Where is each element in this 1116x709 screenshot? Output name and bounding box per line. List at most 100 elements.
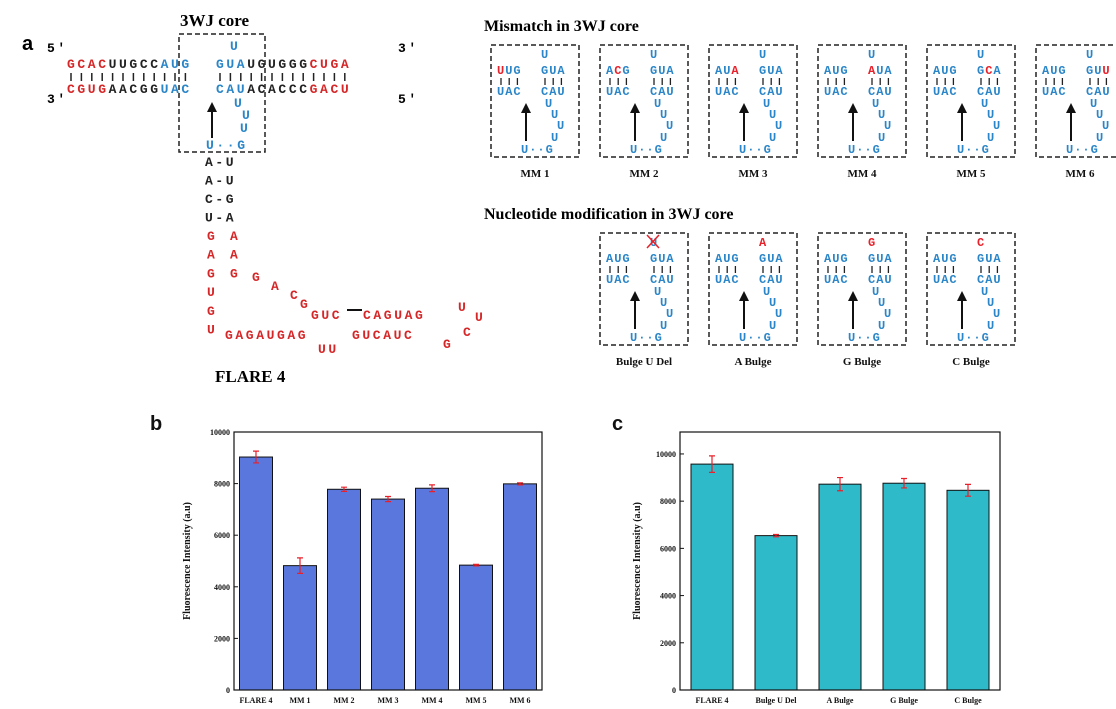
nucleotide: G: [252, 270, 262, 285]
sequence: CAUACACCCGACU: [216, 82, 351, 97]
x-tick-label: FLARE 4: [239, 696, 272, 705]
sequence: UAC: [497, 85, 522, 99]
sequence: GUA: [868, 252, 893, 266]
nucleotide: U: [458, 300, 468, 315]
x-tick-label: MM 5: [465, 696, 486, 705]
sequence: UAC: [1042, 85, 1067, 99]
core-box: [709, 233, 797, 345]
nucleotide: G: [868, 236, 876, 250]
core-box: [491, 45, 579, 157]
core-box: [818, 45, 906, 157]
sequence: AUA: [715, 64, 740, 78]
sequence: AUG: [824, 252, 849, 266]
arrow-head: [1066, 103, 1076, 113]
nucleotides: C: [985, 64, 993, 78]
sequence: GUU: [1086, 64, 1111, 78]
y-tick-label: 0: [672, 686, 676, 695]
sequence: UAC: [824, 85, 849, 99]
arrow-head: [739, 103, 749, 113]
sequence: GUA: [541, 64, 566, 78]
variant-label: MM 1: [520, 168, 549, 180]
sequence: AUG: [933, 252, 958, 266]
nucleotide: U: [230, 39, 240, 54]
sequence: UAC: [606, 273, 631, 287]
core-box: [600, 233, 688, 345]
y-axis-label: Fluorescence Intensity (a.u): [632, 502, 643, 620]
sequence: AUG: [715, 252, 740, 266]
nucleotides: AUG: [1042, 64, 1067, 78]
nucleotides: GUA: [759, 252, 784, 266]
prime-label: 3′: [398, 41, 419, 56]
sequence: AUG: [606, 252, 631, 266]
bar: [883, 483, 925, 690]
nucleotide: GAGAUGAG: [225, 328, 308, 343]
y-tick-label: 6000: [214, 531, 230, 540]
x-tick-label: G Bulge: [890, 696, 918, 705]
nucleotide: U: [650, 48, 658, 62]
nucleotide: A: [230, 229, 240, 244]
nucleotide: U: [868, 48, 876, 62]
arrow-head: [630, 291, 640, 301]
nucleotide: U: [475, 310, 485, 325]
arrow-head: [848, 291, 858, 301]
nucleotides: CUGA: [310, 57, 352, 72]
nucleotide: C-G: [205, 192, 236, 207]
closing-pair: U··G: [848, 143, 881, 157]
nucleotide: G: [300, 297, 310, 312]
closing-pair: U··G: [521, 143, 554, 157]
bar: [947, 490, 989, 690]
nucleotides: GUA: [216, 57, 247, 72]
nucleotide: U: [541, 48, 549, 62]
variant-label: Bulge U Del: [616, 356, 672, 368]
nucleotides: AUG: [606, 252, 631, 266]
nucleotides: GUA: [977, 252, 1002, 266]
nucleotide: C: [290, 288, 300, 303]
arrow-head: [957, 103, 967, 113]
bar: [284, 566, 317, 690]
closing-pair: U··G: [630, 331, 663, 345]
nucleotide: GUC: [311, 308, 342, 323]
nucleotides: UUGCC: [109, 57, 161, 72]
y-tick-label: 0: [226, 686, 230, 695]
nucleotides: A: [731, 64, 739, 78]
nucleotide: G: [443, 337, 453, 352]
bar: [691, 464, 733, 690]
x-tick-label: A Bulge: [827, 696, 854, 705]
core-box: [927, 233, 1015, 345]
sequence: GUAUGUGGGCUGA: [216, 57, 351, 72]
x-tick-label: Bulge U Del: [756, 696, 798, 705]
nucleotides: AACGG: [109, 82, 161, 97]
bar: [460, 565, 493, 690]
nucleotide: G: [207, 229, 217, 244]
nucleotide: UU: [318, 342, 339, 357]
nucleotides: GACU: [310, 82, 352, 97]
prime-label: 5′: [47, 41, 68, 56]
variant-label: MM 3: [738, 168, 768, 180]
nucleotide: G: [207, 266, 217, 281]
sequence: AUG: [1042, 64, 1067, 78]
sequence: GUA: [759, 252, 784, 266]
nucleotide: U··G: [206, 138, 248, 153]
nucleotide: U: [977, 48, 985, 62]
core-box: [709, 45, 797, 157]
arrow-head: [207, 102, 217, 112]
nucleotide: A: [759, 236, 767, 250]
sequence: UAC: [933, 273, 958, 287]
nucleotide: G: [207, 304, 217, 319]
y-tick-label: 8000: [660, 497, 676, 506]
sequence: UAC: [824, 273, 849, 287]
nucleotide: U: [1086, 48, 1094, 62]
y-tick-label: 8000: [214, 480, 230, 489]
arrow-head: [521, 103, 531, 113]
nucleotides: G: [622, 64, 630, 78]
nucleotides: AUG: [933, 252, 958, 266]
section-title: Mismatch in 3WJ core: [484, 18, 639, 35]
y-tick-label: 10000: [656, 450, 676, 459]
x-tick-label: MM 2: [333, 696, 354, 705]
prime-label: 5′: [398, 92, 419, 107]
bar: [372, 499, 405, 690]
nucleotides: ACACCC: [247, 82, 309, 97]
construct-name: FLARE 4: [215, 367, 286, 386]
variant-label: G Bulge: [843, 356, 881, 368]
bar: [240, 457, 273, 690]
